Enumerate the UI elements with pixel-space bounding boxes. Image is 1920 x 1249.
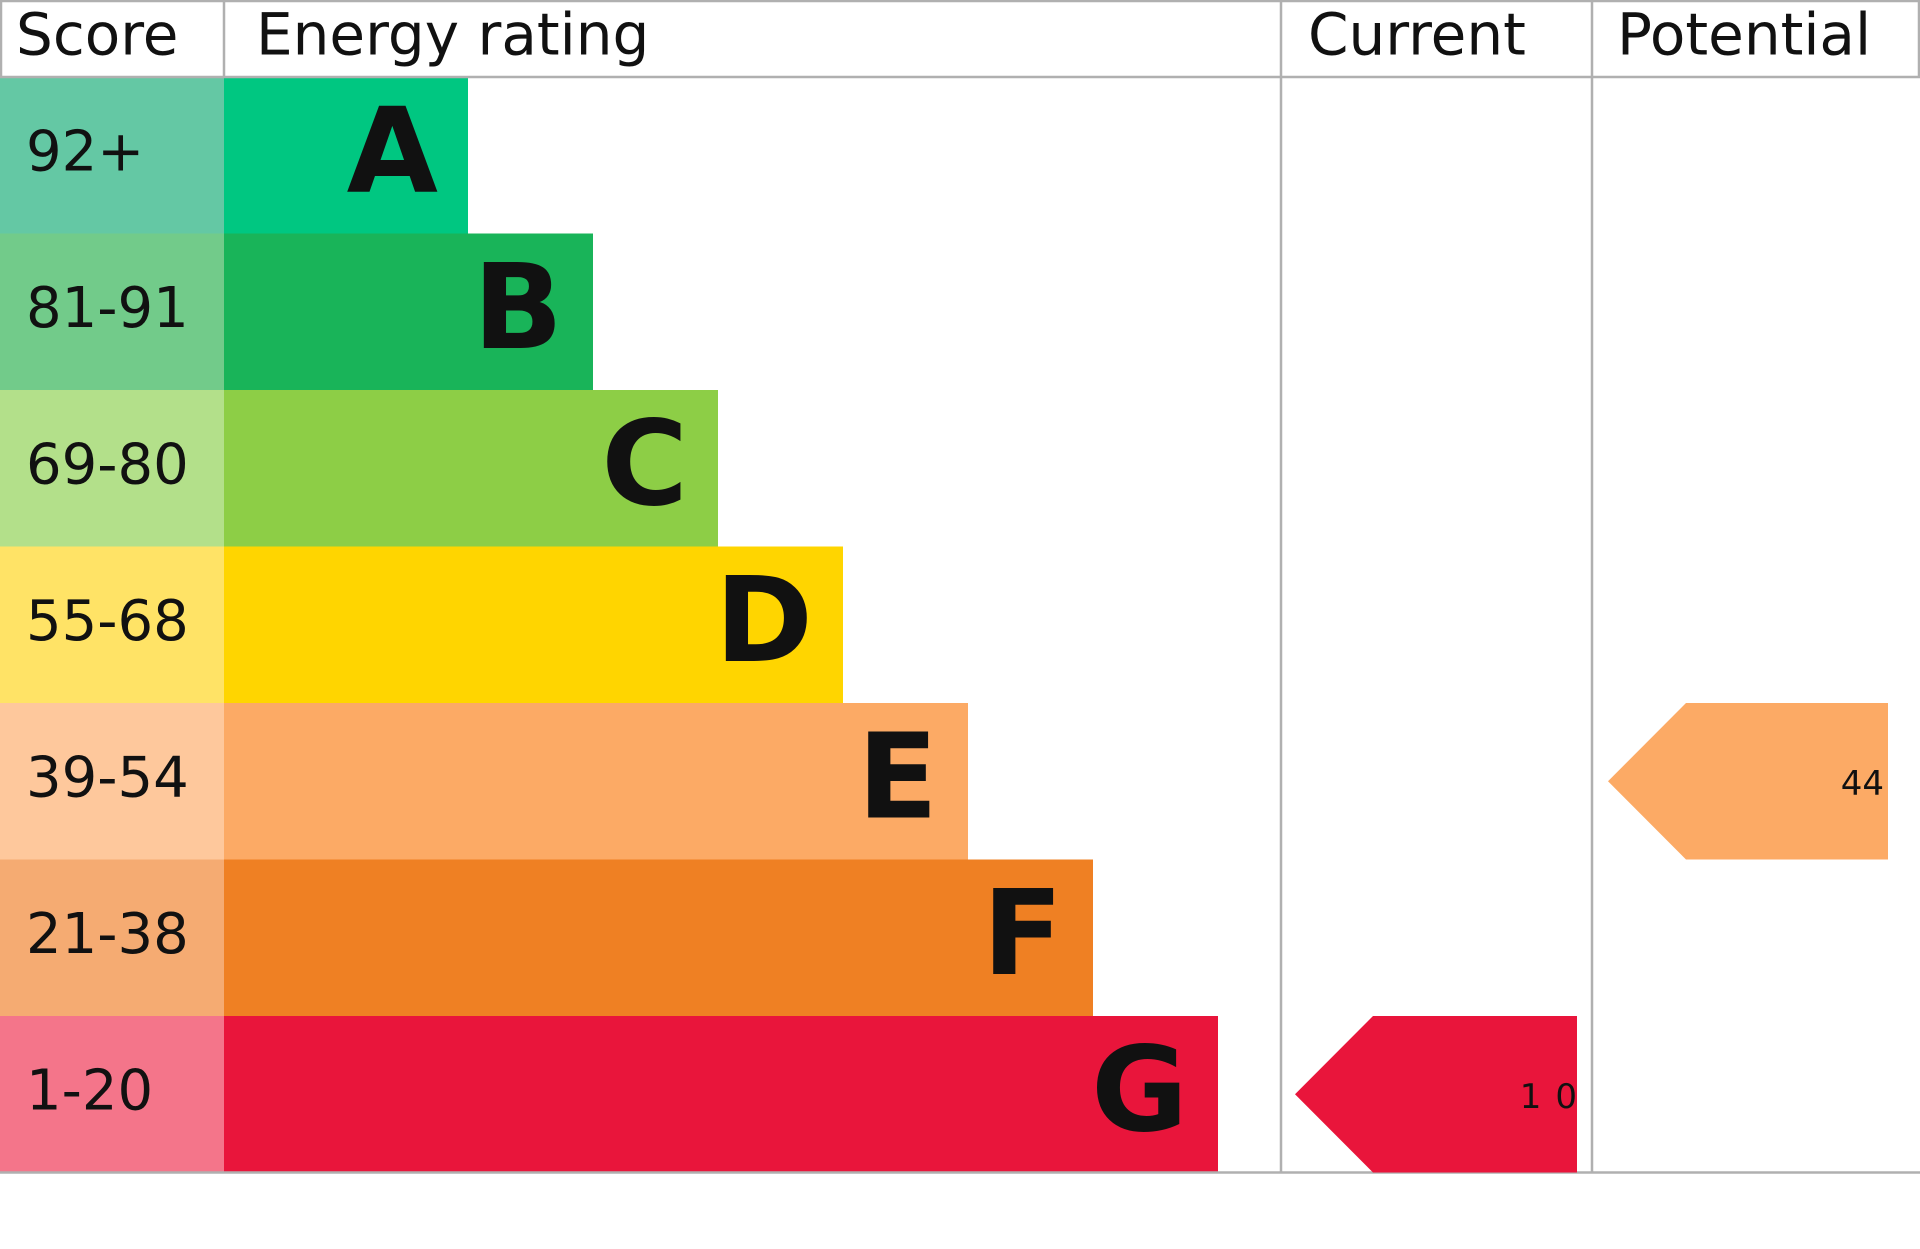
rating-bar: [224, 77, 468, 234]
score-cell: [0, 546, 224, 703]
score-cell: [0, 1016, 224, 1173]
rating-letter: D: [715, 551, 813, 689]
score-label: 1-20: [26, 1058, 153, 1123]
column-header: Potential: [1617, 1, 1871, 69]
score-label: 55-68: [26, 589, 189, 654]
rating-bar: [224, 703, 968, 860]
score-cell: [0, 77, 224, 234]
score-cell: [0, 859, 224, 1016]
column-header: Current: [1308, 1, 1526, 69]
column-header: Score: [16, 1, 178, 69]
column-header: Energy rating: [256, 1, 649, 69]
score-cell: [0, 390, 224, 547]
rating-letter: C: [601, 394, 688, 532]
rating-letter: G: [1091, 1020, 1188, 1158]
score-label: 39-54: [26, 745, 189, 810]
rating-arrow: [1608, 703, 1888, 860]
rating-letter: B: [473, 238, 563, 376]
rating-bar: [224, 546, 843, 703]
score-label: 81-91: [26, 276, 189, 341]
score-label: 21-38: [26, 902, 189, 967]
score-label: 92+: [26, 119, 144, 184]
arrow-value: 10: [1520, 1077, 1591, 1117]
rating-letter: A: [347, 81, 438, 219]
rating-bar: [224, 390, 718, 547]
arrow-value: 44: [1841, 764, 1884, 804]
rating-letter: F: [982, 864, 1063, 1002]
rating-bar: [224, 859, 1093, 1016]
rating-arrow: [1295, 1016, 1577, 1173]
score-cell: [0, 703, 224, 860]
rating-bar: [224, 233, 593, 390]
score-cell: [0, 233, 224, 390]
rating-letter: E: [857, 707, 938, 845]
score-label: 69-80: [26, 432, 189, 497]
rating-bar: [224, 1016, 1218, 1173]
